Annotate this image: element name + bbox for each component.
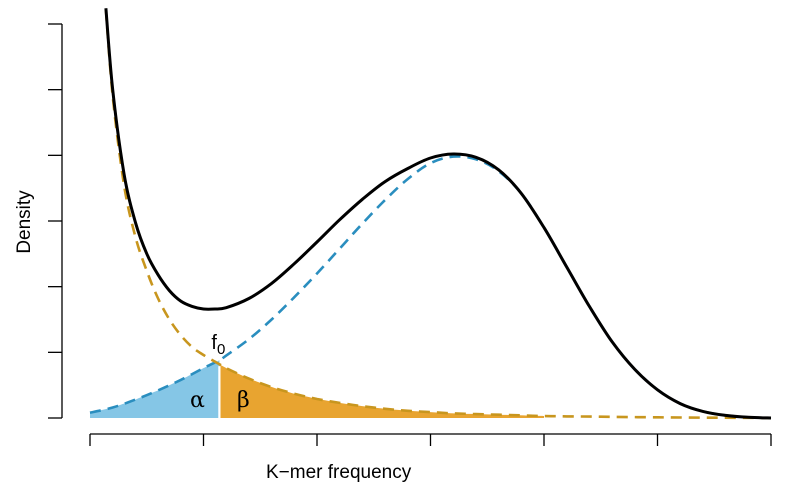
shaded-areas: [90, 360, 544, 418]
series-line-1: [89, 155, 772, 420]
y-axis-ticks: [48, 23, 62, 419]
annotations: α β f0: [190, 332, 250, 413]
shaded-area-alpha: [90, 360, 220, 418]
series-line-2: [104, 9, 772, 420]
series-lines: [89, 8, 772, 420]
series-line-0: [104, 8, 772, 420]
x-axis-label: K−mer frequency: [266, 462, 412, 483]
shaded-area-beta: [219, 364, 544, 418]
x-axis-ticks: [89, 434, 772, 446]
alpha-label: α: [190, 388, 205, 413]
y-axis-label: Density: [14, 190, 35, 254]
beta-label: β: [237, 388, 250, 413]
axes: [48, 23, 772, 446]
f0-label: f0: [211, 332, 225, 358]
